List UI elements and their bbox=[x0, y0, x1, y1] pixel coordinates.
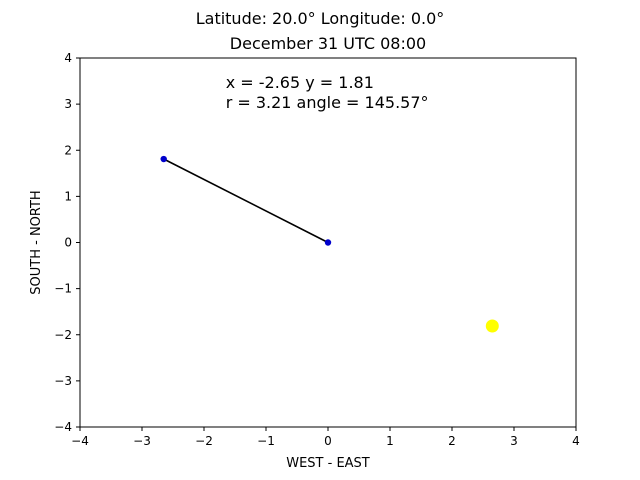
y-tick-label: −4 bbox=[54, 420, 72, 434]
vector-endpoint bbox=[160, 155, 167, 163]
x-tick-label: −3 bbox=[133, 434, 151, 448]
annotation-r-angle: r = 3.21 angle = 145.57° bbox=[226, 93, 429, 112]
chart-marks bbox=[160, 155, 499, 333]
x-tick-label: −2 bbox=[195, 434, 213, 448]
y-axis-ticks: −4 −3 −2 −1 0 1 2 3 4 bbox=[54, 51, 80, 434]
x-tick-label: 0 bbox=[324, 434, 332, 448]
y-tick-label: 4 bbox=[64, 51, 72, 65]
origin-point bbox=[324, 239, 332, 246]
y-tick-label: 2 bbox=[64, 143, 72, 157]
y-axis-label: SOUTH - NORTH bbox=[29, 190, 44, 294]
x-tick-label: −4 bbox=[71, 434, 89, 448]
y-tick-label: 3 bbox=[64, 97, 72, 111]
y-tick-label: −1 bbox=[54, 282, 72, 296]
sun-point bbox=[485, 319, 499, 333]
y-tick-label: −3 bbox=[54, 374, 72, 388]
y-tick-label: 1 bbox=[64, 189, 72, 203]
vector-line bbox=[163, 158, 329, 244]
annotation-xy: x = -2.65 y = 1.81 bbox=[226, 73, 374, 92]
chart-annotations: x = -2.65 y = 1.81r = 3.21 angle = 145.5… bbox=[226, 73, 429, 112]
x-axis-ticks: −4 −3 −2 −1 0 1 2 3 4 bbox=[71, 427, 580, 448]
x-tick-label: −1 bbox=[257, 434, 275, 448]
x-axis-label: WEST - EAST bbox=[286, 456, 370, 471]
x-tick-label: 4 bbox=[572, 434, 580, 448]
y-tick-label: −2 bbox=[54, 328, 72, 342]
chart-title-line1: Latitude: 20.0° Longitude: 0.0° bbox=[196, 9, 445, 28]
y-tick-label: 0 bbox=[64, 236, 72, 250]
x-tick-label: 3 bbox=[510, 434, 518, 448]
chart-title-line2: December 31 UTC 08:00 bbox=[230, 34, 426, 53]
x-tick-label: 2 bbox=[448, 434, 456, 448]
x-tick-label: 1 bbox=[386, 434, 394, 448]
